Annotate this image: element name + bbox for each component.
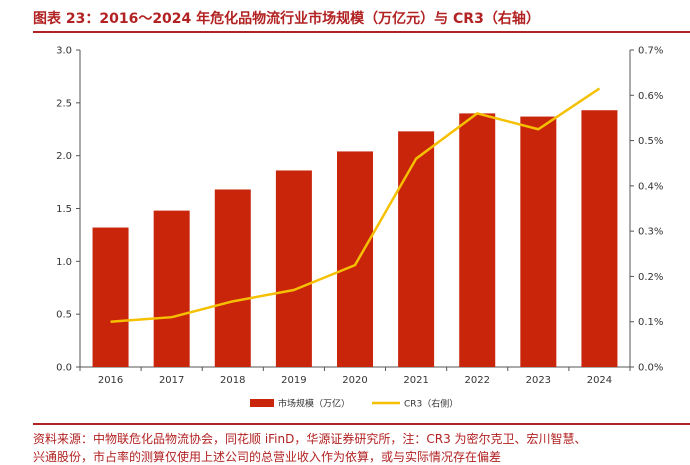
y-left-tick-label: 1.5 xyxy=(56,204,72,215)
x-tick-label: 2019 xyxy=(281,375,306,386)
source-note-line2: 兴通股份，市占率的测算仅使用上述公司的总营业收入作为依算，或与实际情况存在偏差 xyxy=(33,450,502,464)
y-left-tick-label: 1.0 xyxy=(56,257,72,268)
title-rule xyxy=(33,31,690,33)
y-right-tick-label: 0.4% xyxy=(638,181,663,192)
x-tick-label: 2024 xyxy=(587,375,612,386)
x-tick-label: 2021 xyxy=(403,375,428,386)
y-right-tick-label: 0.5% xyxy=(638,136,663,147)
x-tick-label: 2018 xyxy=(220,375,245,386)
legend-label-bar: 市场规模（万亿） xyxy=(278,398,350,410)
bar-market-size xyxy=(520,116,557,367)
y-right-tick-label: 0.6% xyxy=(638,91,663,102)
line-cr3 xyxy=(110,87,601,323)
bar-market-size xyxy=(275,170,312,367)
x-tick-label: 2023 xyxy=(526,375,551,386)
chart-area: 0.0 0.5 1.0 1.5 2.0 2.5 3.0 0.0% 0.1% 0.2% 0.3% 0.4… xyxy=(56,46,663,410)
y-right-tick-label: 0.0% xyxy=(638,363,663,374)
x-tick-label: 2020 xyxy=(342,375,367,386)
y-left-tick-label: 3.0 xyxy=(56,46,72,57)
bar-market-size xyxy=(214,189,251,367)
x-tick-label: 2022 xyxy=(464,375,489,386)
bar-market-size xyxy=(337,151,373,367)
source-note: 资料来源：中物联危化品物流协会，同花顺 iFinD，华源证券研究所，注：CR3 … xyxy=(33,432,587,446)
bar-market-size xyxy=(153,210,190,367)
figure-title: 图表 23：2016～2024 年危化品物流行业市场规模（万亿元）与 CR3（右… xyxy=(33,11,540,27)
y-right-tick-label: 0.2% xyxy=(638,272,663,283)
legend-swatch-bar xyxy=(250,399,274,407)
bar-market-size xyxy=(92,227,129,367)
bar-market-size xyxy=(581,110,618,367)
y-right-tick-label: 0.3% xyxy=(638,227,663,238)
y-left-tick-label: 2.0 xyxy=(56,151,72,162)
y-right-tick-label: 0.1% xyxy=(638,317,663,328)
y-left-tick-label: 2.5 xyxy=(56,98,72,109)
y-right-tick-label: 0.7% xyxy=(638,46,663,57)
footer-rule xyxy=(33,423,690,425)
bar-market-size xyxy=(398,131,435,367)
bar-market-size xyxy=(459,113,496,368)
y-left-tick-label: 0.5 xyxy=(56,310,72,321)
x-tick-label: 2017 xyxy=(159,375,184,386)
legend-label-line: CR3（右侧） xyxy=(404,398,458,410)
y-left-tick-label: 0.0 xyxy=(56,363,72,374)
x-tick-label: 2016 xyxy=(98,375,123,386)
